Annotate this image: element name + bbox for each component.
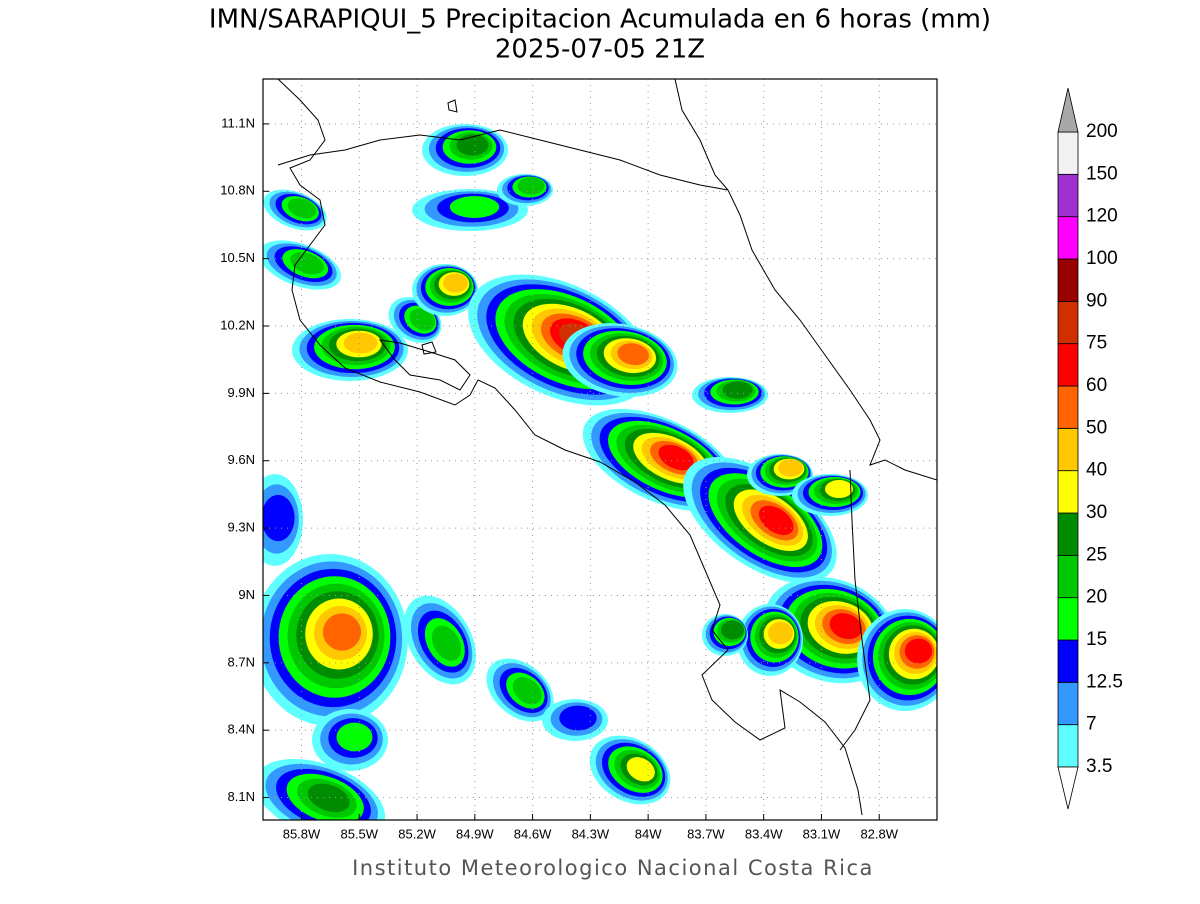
y-tick-label: 9N	[238, 587, 255, 602]
precip-contour	[658, 444, 694, 471]
precip-contour	[449, 196, 500, 218]
colorbar: 3.5 7 12.5 15 20 25 30 40 50 60 75 90 100 120 150 200	[1057, 87, 1123, 810]
colorbar-segment	[1057, 724, 1079, 768]
precip-contour	[290, 252, 324, 275]
border	[839, 469, 871, 751]
colorbar-segment	[1057, 385, 1079, 429]
x-tick-label: 83.4W	[745, 826, 783, 841]
coastline	[277, 79, 863, 816]
y-tick-label: 9.3N	[228, 520, 255, 535]
colorbar-label: 50	[1086, 417, 1107, 438]
y-tick-label: 8.7N	[228, 654, 255, 669]
colorbar-segment	[1057, 343, 1079, 387]
y-tick-label: 8.1N	[228, 789, 255, 804]
colorbar-label: 3.5	[1086, 756, 1112, 777]
colorbar-segment	[1057, 131, 1079, 175]
precip-contour	[768, 621, 793, 645]
colorbar-label: 100	[1086, 248, 1118, 269]
x-tick-label: 85.8W	[283, 826, 321, 841]
precip-contour	[322, 613, 362, 651]
precip-contour	[443, 273, 468, 293]
y-tick-label: 9.9N	[228, 385, 255, 400]
colorbar-segment	[1057, 300, 1079, 345]
x-tick-label: 84.9W	[456, 826, 494, 841]
precip-contour	[721, 620, 744, 640]
colorbar-segment	[1057, 597, 1079, 641]
coastline	[378, 339, 471, 391]
colorbar-segment	[1057, 512, 1079, 556]
y-tick-label: 10.5N	[220, 250, 255, 265]
x-tick-label: 85.5W	[340, 826, 378, 841]
colorbar-over	[1057, 87, 1079, 133]
y-tick-label: 8.4N	[228, 722, 255, 737]
colorbar-label: 90	[1086, 290, 1107, 311]
colorbar-label: 40	[1086, 460, 1107, 481]
colorbar-label: 200	[1086, 121, 1118, 142]
colorbar-label: 60	[1086, 375, 1107, 396]
colorbar-segment	[1057, 554, 1079, 599]
border	[277, 129, 729, 191]
colorbar-segment	[1057, 427, 1079, 472]
colorbar-under	[1057, 766, 1079, 810]
colorbar-label: 75	[1086, 333, 1107, 354]
x-tick-label: 83.1W	[803, 826, 841, 841]
map-subtitle: 2025-07-05 21Z	[495, 35, 705, 65]
precip-contour	[617, 343, 649, 366]
colorbar-label: 120	[1086, 206, 1118, 227]
precip-contour	[336, 722, 373, 752]
y-tick-label: 10.8N	[220, 183, 255, 198]
x-tick-label: 84.3W	[572, 826, 610, 841]
precip-field	[263, 124, 937, 820]
precip-contour	[456, 134, 489, 156]
colorbar-segment	[1057, 681, 1079, 726]
colorbar-label: 30	[1086, 502, 1107, 523]
precip-contour	[829, 613, 862, 640]
colorbar-segment	[1057, 258, 1079, 302]
colorbar-label: 25	[1086, 544, 1107, 565]
map-frame	[262, 78, 938, 821]
x-tick-label: 84W	[635, 826, 662, 841]
colorbar-segment	[1057, 470, 1079, 514]
colorbar-segment	[1057, 216, 1079, 260]
precip-contour	[512, 677, 542, 705]
precip-contour	[343, 332, 378, 354]
precip-contour	[263, 494, 295, 542]
precip-contour	[287, 198, 317, 219]
colorbar-label: 15	[1086, 629, 1107, 650]
coastlines	[277, 79, 937, 816]
precip-contour	[904, 638, 933, 664]
colorbar-segment	[1057, 173, 1079, 218]
colorbar-label: 20	[1086, 587, 1107, 608]
y-tick-label: 11.1N	[221, 115, 255, 130]
footer: Instituto Meteorologico Nacional Costa R…	[352, 856, 874, 880]
precip-contour	[517, 177, 545, 195]
precip-contour	[825, 480, 853, 498]
x-tick-label: 85.2W	[398, 826, 436, 841]
lake	[447, 99, 458, 113]
x-tick-label: 84.6W	[514, 826, 552, 841]
coastline	[674, 79, 937, 481]
precip-contour	[307, 783, 350, 813]
precip-contour	[559, 705, 597, 731]
precip-contour	[409, 308, 435, 331]
precip-contour	[431, 625, 462, 661]
precip-contour	[722, 381, 753, 399]
colorbar-label: 150	[1086, 163, 1118, 184]
colorbar-segment	[1057, 639, 1079, 683]
colorbar-label: 12.5	[1086, 671, 1123, 692]
grid	[263, 79, 937, 820]
lake	[421, 341, 437, 355]
x-tick-label: 82.8W	[860, 826, 898, 841]
y-tick-label: 9.6N	[228, 452, 255, 467]
precip-contour	[778, 459, 803, 477]
map-title: IMN/SARAPIQUI_5 Precipitacion Acumulada …	[209, 5, 991, 35]
x-tick-label: 83.7W	[687, 826, 725, 841]
y-tick-label: 10.2N	[220, 317, 255, 332]
colorbar-label: 7	[1086, 714, 1097, 735]
